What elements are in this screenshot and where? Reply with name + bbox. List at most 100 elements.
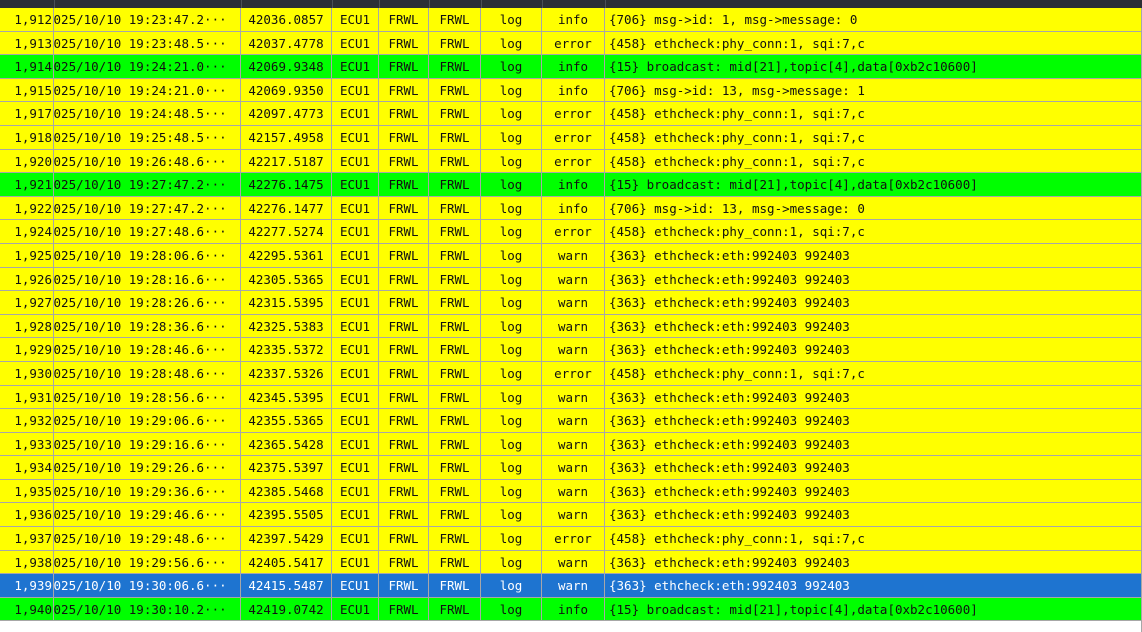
table-row[interactable]: 1,934 2025/10/10 19:29:26.6··· 42375.5397 E… xyxy=(0,456,1142,480)
table-row[interactable]: 1,913 2025/10/10 19:23:48.5··· 42037.4778 E… xyxy=(0,31,1142,56)
ecu-id-cell: ECU1 xyxy=(332,361,379,385)
app-id-cell: FRWL xyxy=(379,291,429,314)
row-number-cell: 1,918 xyxy=(0,125,54,149)
type-cell: log xyxy=(481,243,542,267)
context-id-cell: FRWL xyxy=(429,456,481,479)
header-divider xyxy=(332,0,333,8)
timestamp-cell: 42385.5468 xyxy=(241,479,332,503)
table-row[interactable]: 1,929 2025/10/10 19:28:46.6··· 42335.5372 E… xyxy=(0,338,1142,362)
table-header-strip xyxy=(0,0,1142,8)
level-cell: warn xyxy=(542,503,605,527)
time-cell: 2025/10/10 19:29:46.6··· xyxy=(54,503,241,527)
type-cell: log xyxy=(481,338,542,361)
row-number-cell: 1,935 xyxy=(0,479,54,503)
app-id-cell: FRWL xyxy=(379,149,429,173)
app-id-cell: FRWL xyxy=(379,361,429,385)
level-cell: warn xyxy=(542,385,605,409)
table-row[interactable]: 1,938 2025/10/10 19:29:56.6··· 42405.5417 E… xyxy=(0,550,1142,575)
type-cell: log xyxy=(481,149,542,173)
context-id-cell: FRWL xyxy=(429,31,481,55)
table-row[interactable]: 1,932 2025/10/10 19:29:06.6··· 42355.5365 E… xyxy=(0,409,1142,433)
payload-cell: {363} ethcheck:eth:992403 992403 xyxy=(605,385,1142,409)
payload-cell: {363} ethcheck:eth:992403 992403 xyxy=(605,574,1142,597)
time-cell: 2025/10/10 19:27:47.2··· xyxy=(54,173,241,196)
timestamp-cell: 42315.5395 xyxy=(241,291,332,314)
type-cell: log xyxy=(481,267,542,291)
time-cell: 2025/10/10 19:30:06.6··· xyxy=(54,574,241,597)
timestamp-cell: 42277.5274 xyxy=(241,220,332,243)
payload-cell: {363} ethcheck:eth:992403 992403 xyxy=(605,503,1142,527)
table-row[interactable]: 1,928 2025/10/10 19:28:36.6··· 42325.5383 E… xyxy=(0,314,1142,339)
app-id-cell: FRWL xyxy=(379,196,429,220)
table-row[interactable]: 1,935 2025/10/10 19:29:36.6··· 42385.5468 E… xyxy=(0,479,1142,504)
table-row-selected[interactable]: 1,939 2025/10/10 19:30:06.6··· 42415.5487 E… xyxy=(0,574,1142,598)
table-row[interactable]: 1,937 2025/10/10 19:29:48.6··· 42397.5429 E… xyxy=(0,527,1142,551)
timestamp-cell: 42405.5417 xyxy=(241,550,332,574)
app-id-cell: FRWL xyxy=(379,432,429,456)
time-cell: 2025/10/10 19:29:48.6··· xyxy=(54,527,241,550)
ecu-id-cell: ECU1 xyxy=(332,149,379,173)
type-cell: log xyxy=(481,527,542,550)
level-cell: info xyxy=(542,196,605,220)
app-id-cell: FRWL xyxy=(379,338,429,361)
header-divider xyxy=(542,0,543,8)
app-id-cell: FRWL xyxy=(379,314,429,338)
type-cell: log xyxy=(481,31,542,55)
level-cell: warn xyxy=(542,550,605,574)
timestamp-cell: 42397.5429 xyxy=(241,527,332,550)
time-cell: 2025/10/10 19:23:48.5··· xyxy=(54,31,241,55)
table-row[interactable]: 1,930 2025/10/10 19:28:48.6··· 42337.5326 E… xyxy=(0,361,1142,386)
table-row[interactable]: 1,920 2025/10/10 19:26:48.6··· 42217.5187 E… xyxy=(0,149,1142,174)
time-cell: 2025/10/10 19:24:48.5··· xyxy=(54,102,241,125)
table-row[interactable]: 1,933 2025/10/10 19:29:16.6··· 42365.5428 E… xyxy=(0,432,1142,457)
type-cell: log xyxy=(481,173,542,196)
level-cell: error xyxy=(542,361,605,385)
ecu-id-cell: ECU1 xyxy=(332,550,379,574)
timestamp-cell: 42305.5365 xyxy=(241,267,332,291)
level-cell: info xyxy=(542,8,605,31)
payload-cell: {363} ethcheck:eth:992403 992403 xyxy=(605,291,1142,314)
table-row[interactable]: 1,922 2025/10/10 19:27:47.2··· 42276.1477 E… xyxy=(0,196,1142,221)
timestamp-cell: 42157.4958 xyxy=(241,125,332,149)
payload-cell: {363} ethcheck:eth:992403 992403 xyxy=(605,479,1142,503)
payload-cell: {458} ethcheck:phy_conn:1, sqi:7,c xyxy=(605,220,1142,243)
table-row[interactable]: 1,926 2025/10/10 19:28:16.6··· 42305.5365 E… xyxy=(0,267,1142,292)
app-id-cell: FRWL xyxy=(379,31,429,55)
payload-cell: {706} msg->id: 1, msg->message: 0 xyxy=(605,8,1142,31)
row-number-cell: 1,927 xyxy=(0,291,54,314)
log-table[interactable]: 1,912 2025/10/10 19:23:47.2··· 42036.0857 E… xyxy=(0,8,1142,622)
context-id-cell: FRWL xyxy=(429,597,481,621)
type-cell: log xyxy=(481,385,542,409)
ecu-id-cell: ECU1 xyxy=(332,338,379,361)
table-row[interactable]: 1,927 2025/10/10 19:28:26.6··· 42315.5395 E… xyxy=(0,291,1142,315)
payload-cell: {458} ethcheck:phy_conn:1, sqi:7,c xyxy=(605,149,1142,173)
app-id-cell: FRWL xyxy=(379,102,429,125)
table-row[interactable]: 1,917 2025/10/10 19:24:48.5··· 42097.4773 E… xyxy=(0,102,1142,126)
table-row[interactable]: 1,918 2025/10/10 19:25:48.5··· 42157.4958 E… xyxy=(0,125,1142,150)
ecu-id-cell: ECU1 xyxy=(332,78,379,102)
app-id-cell: FRWL xyxy=(379,479,429,503)
ecu-id-cell: ECU1 xyxy=(332,456,379,479)
row-number-cell: 1,925 xyxy=(0,243,54,267)
app-id-cell: FRWL xyxy=(379,267,429,291)
table-row[interactable]: 1,912 2025/10/10 19:23:47.2··· 42036.0857 E… xyxy=(0,8,1142,32)
table-row[interactable]: 1,936 2025/10/10 19:29:46.6··· 42395.5505 E… xyxy=(0,503,1142,528)
context-id-cell: FRWL xyxy=(429,243,481,267)
app-id-cell: FRWL xyxy=(379,574,429,597)
table-row[interactable]: 1,940 2025/10/10 19:30:10.2··· 42419.0742 E… xyxy=(0,597,1142,622)
header-divider xyxy=(54,0,55,8)
ecu-id-cell: ECU1 xyxy=(332,243,379,267)
payload-cell: {363} ethcheck:eth:992403 992403 xyxy=(605,409,1142,432)
level-cell: error xyxy=(542,102,605,125)
table-row[interactable]: 1,925 2025/10/10 19:28:06.6··· 42295.5361 E… xyxy=(0,243,1142,268)
level-cell: error xyxy=(542,125,605,149)
context-id-cell: FRWL xyxy=(429,173,481,196)
timestamp-cell: 42295.5361 xyxy=(241,243,332,267)
table-row[interactable]: 1,931 2025/10/10 19:28:56.6··· 42345.5395 E… xyxy=(0,385,1142,410)
table-row[interactable]: 1,914 2025/10/10 19:24:21.0··· 42069.9348 E… xyxy=(0,55,1142,79)
table-row[interactable]: 1,921 2025/10/10 19:27:47.2··· 42276.1475 E… xyxy=(0,173,1142,197)
table-row[interactable]: 1,924 2025/10/10 19:27:48.6··· 42277.5274 E… xyxy=(0,220,1142,244)
context-id-cell: FRWL xyxy=(429,267,481,291)
table-row[interactable]: 1,915 2025/10/10 19:24:21.0··· 42069.9350 E… xyxy=(0,78,1142,103)
app-id-cell: FRWL xyxy=(379,8,429,31)
